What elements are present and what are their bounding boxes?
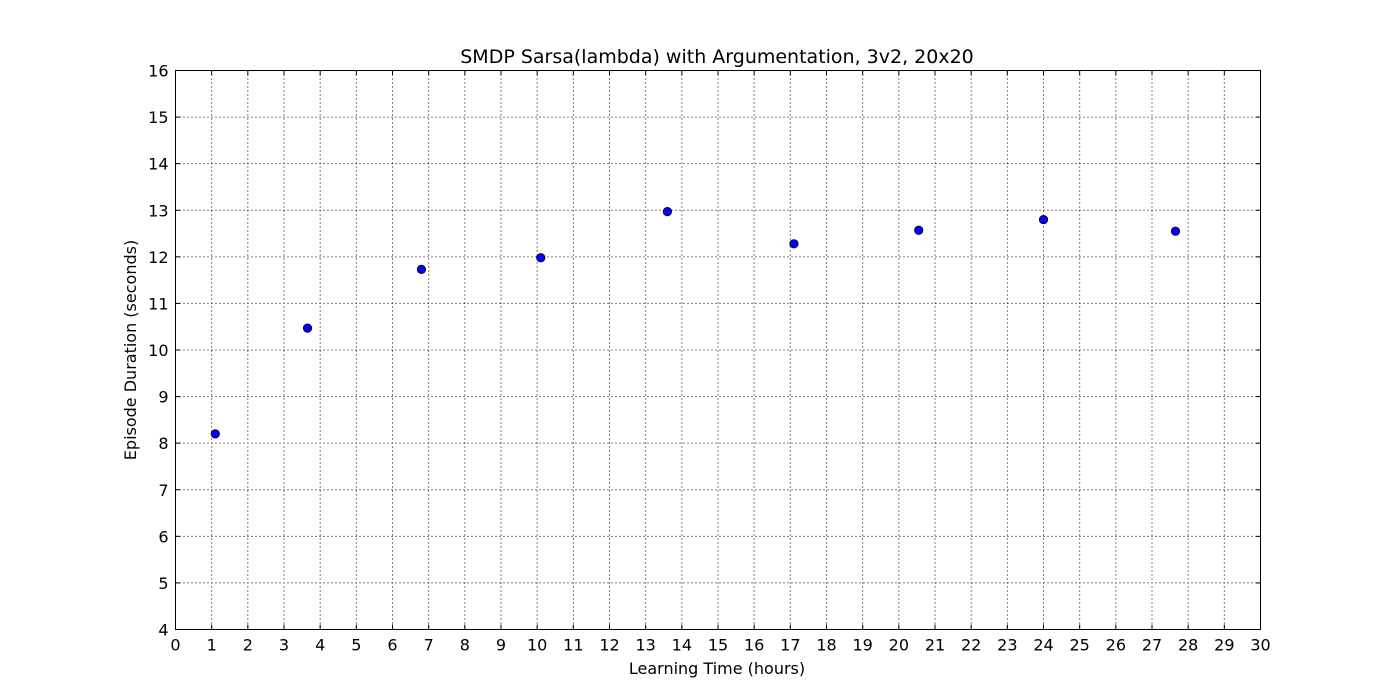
y-tick-label: 8	[158, 434, 168, 453]
y-tick-label: 16	[148, 62, 168, 81]
x-tick-label: 6	[387, 636, 397, 655]
x-tick-label: 19	[852, 636, 872, 655]
data-points	[210, 207, 1181, 439]
data-point	[416, 264, 427, 275]
grid	[175, 70, 1261, 630]
x-axis-label: Learning Time (hours)	[629, 659, 805, 678]
x-tick-label: 27	[1142, 636, 1162, 655]
data-point	[914, 225, 924, 235]
y-tick-label: 9	[158, 388, 168, 407]
x-tick-label: 18	[816, 636, 836, 655]
x-tick-label: 5	[351, 636, 361, 655]
x-tick-label: 16	[744, 636, 764, 655]
x-tick-label: 30	[1250, 636, 1270, 655]
data-point	[1170, 226, 1181, 236]
x-tick-label: 14	[672, 636, 692, 655]
y-tick-label: 14	[148, 155, 168, 174]
data-point	[302, 323, 313, 333]
y-tick-label: 5	[158, 574, 168, 593]
x-tick-label: 8	[460, 636, 470, 655]
y-tick-label: 12	[148, 248, 168, 267]
data-point	[662, 207, 672, 217]
x-tick-label: 20	[889, 636, 909, 655]
x-tick-label: 7	[424, 636, 434, 655]
y-tick-label: 11	[148, 294, 168, 313]
x-tick-label: 4	[315, 636, 325, 655]
x-tick-label: 26	[1106, 636, 1126, 655]
x-axis: 0 1 2 3 4 5 6 7 8 9 10 11 12 13 14 15 16 17 18 19 20 21 22 23 24…	[170, 70, 1271, 655]
chart-title: SMDP Sarsa(lambda) with Argumentation, 3…	[460, 46, 974, 68]
x-tick-label: 25	[1069, 636, 1089, 655]
x-tick-label: 23	[997, 636, 1017, 655]
data-point	[1038, 214, 1049, 225]
x-tick-label: 9	[496, 636, 506, 655]
x-tick-label: 15	[708, 636, 728, 655]
x-tick-label: 21	[925, 636, 945, 655]
x-tick-label: 24	[1033, 636, 1053, 655]
y-tick-label: 4	[158, 621, 168, 640]
x-tick-label: 29	[1214, 636, 1234, 655]
x-tick-label: 13	[635, 636, 655, 655]
y-axis: 4 5 6 7 8 9 10 11 12 13 14 15 16	[148, 62, 1261, 640]
y-axis-label: Episode Duration (seconds)	[121, 240, 140, 460]
x-tick-label: 12	[599, 636, 619, 655]
data-point	[789, 239, 799, 249]
data-point	[536, 253, 546, 263]
x-tick-label: 0	[170, 636, 180, 655]
y-tick-label: 13	[148, 201, 168, 220]
x-tick-label: 11	[563, 636, 583, 655]
y-tick-label: 7	[158, 481, 168, 500]
x-tick-label: 2	[243, 636, 253, 655]
x-tick-label: 28	[1178, 636, 1198, 655]
x-tick-label: 1	[207, 636, 217, 655]
y-tick-label: 10	[148, 341, 168, 360]
x-tick-label: 17	[780, 636, 800, 655]
x-tick-label: 3	[279, 636, 289, 655]
data-point	[210, 429, 220, 439]
y-tick-label: 6	[158, 527, 168, 546]
plot-area-frame	[175, 70, 1261, 630]
y-tick-label: 15	[148, 108, 168, 127]
x-tick-label: 10	[527, 636, 547, 655]
x-tick-label: 22	[961, 636, 981, 655]
